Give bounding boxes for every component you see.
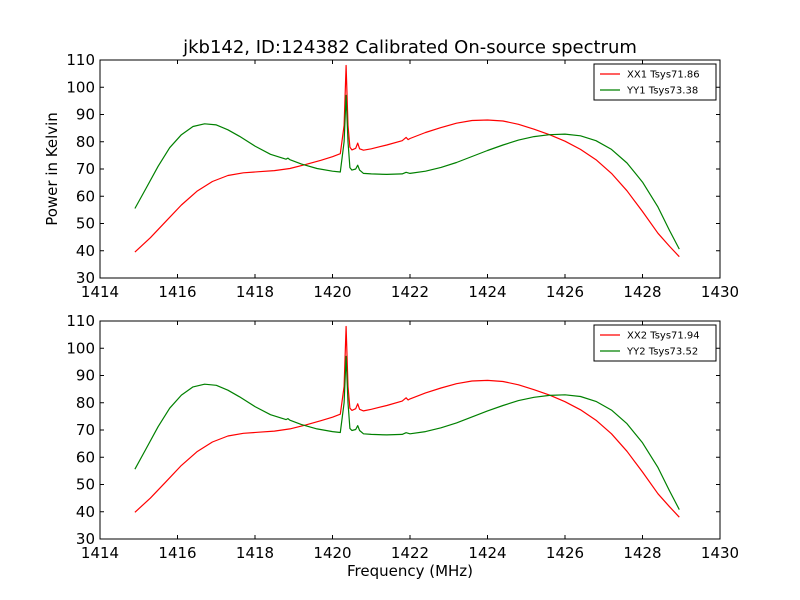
y-tick-label: 80 bbox=[76, 394, 95, 412]
y-tick-label: 50 bbox=[76, 215, 95, 233]
x-tick-label: 1416 bbox=[158, 544, 196, 562]
y-tick-label: 60 bbox=[76, 187, 95, 205]
x-tick-label: 1426 bbox=[546, 283, 584, 301]
x-tick-label: 1422 bbox=[391, 283, 429, 301]
y-tick-label: 60 bbox=[76, 448, 95, 466]
series-line-yy2 bbox=[134, 355, 680, 510]
y-tick-label: 90 bbox=[76, 106, 95, 124]
x-tick-label: 1414 bbox=[81, 544, 119, 562]
legend-box bbox=[593, 63, 717, 101]
x-tick-label: 1420 bbox=[313, 283, 351, 301]
x-axis-label: Frequency (MHz) bbox=[347, 562, 473, 580]
y-tick-label: 100 bbox=[66, 78, 95, 96]
y-tick-label: 40 bbox=[76, 503, 95, 521]
y-axis-label: Power in Kelvin bbox=[43, 112, 61, 226]
chart-title: jkb142, ID:124382 Calibrated On-source s… bbox=[182, 37, 637, 58]
series-line-xx2 bbox=[134, 325, 680, 518]
series-line-yy1 bbox=[134, 94, 680, 250]
legend: XX1 Tsys71.86 YY1 Tsys73.38 bbox=[593, 63, 717, 101]
top-panel: 1414 1416 1418 1420 1422 1424 1426 1428 1430 30 40… bbox=[66, 51, 739, 301]
legend-box bbox=[593, 324, 717, 362]
y-tick-label: 30 bbox=[76, 269, 95, 287]
y-tick-label: 100 bbox=[66, 339, 95, 357]
y-tick-label: 40 bbox=[76, 242, 95, 260]
x-tick-label: 1414 bbox=[81, 283, 119, 301]
x-tick-label: 1424 bbox=[468, 283, 506, 301]
series-line-xx1 bbox=[134, 64, 680, 258]
legend-label: XX2 Tsys71.94 bbox=[627, 331, 700, 342]
y-tick-label: 30 bbox=[76, 530, 95, 548]
legend-label: YY1 Tsys73.38 bbox=[626, 86, 698, 97]
legend: XX2 Tsys71.94 YY2 Tsys73.52 bbox=[593, 324, 717, 362]
x-tick-label: 1418 bbox=[236, 544, 274, 562]
y-tick-label: 50 bbox=[76, 476, 95, 494]
y-tick-label: 70 bbox=[76, 421, 95, 439]
x-tick-label: 1426 bbox=[546, 544, 584, 562]
x-tick-label: 1428 bbox=[623, 544, 661, 562]
legend-label: YY2 Tsys73.52 bbox=[626, 347, 698, 358]
x-tick-label: 1428 bbox=[623, 283, 661, 301]
x-tick-label: 1418 bbox=[236, 283, 274, 301]
y-tick-label: 90 bbox=[76, 367, 95, 385]
y-tick-label: 70 bbox=[76, 160, 95, 178]
x-tick-label: 1422 bbox=[391, 544, 429, 562]
x-tick-label: 1416 bbox=[158, 283, 196, 301]
bottom-panel: 1414 1416 1418 1420 1422 1424 1426 1428 1430 30 40… bbox=[66, 312, 739, 562]
x-tick-label: 1420 bbox=[313, 544, 351, 562]
x-tick-label: 1430 bbox=[701, 544, 739, 562]
x-tick-label: 1430 bbox=[701, 283, 739, 301]
legend-label: XX1 Tsys71.86 bbox=[627, 70, 700, 81]
y-tick-label: 110 bbox=[66, 312, 95, 330]
y-tick-label: 80 bbox=[76, 133, 95, 151]
x-tick-label: 1424 bbox=[468, 544, 506, 562]
y-tick-label: 110 bbox=[66, 51, 95, 69]
